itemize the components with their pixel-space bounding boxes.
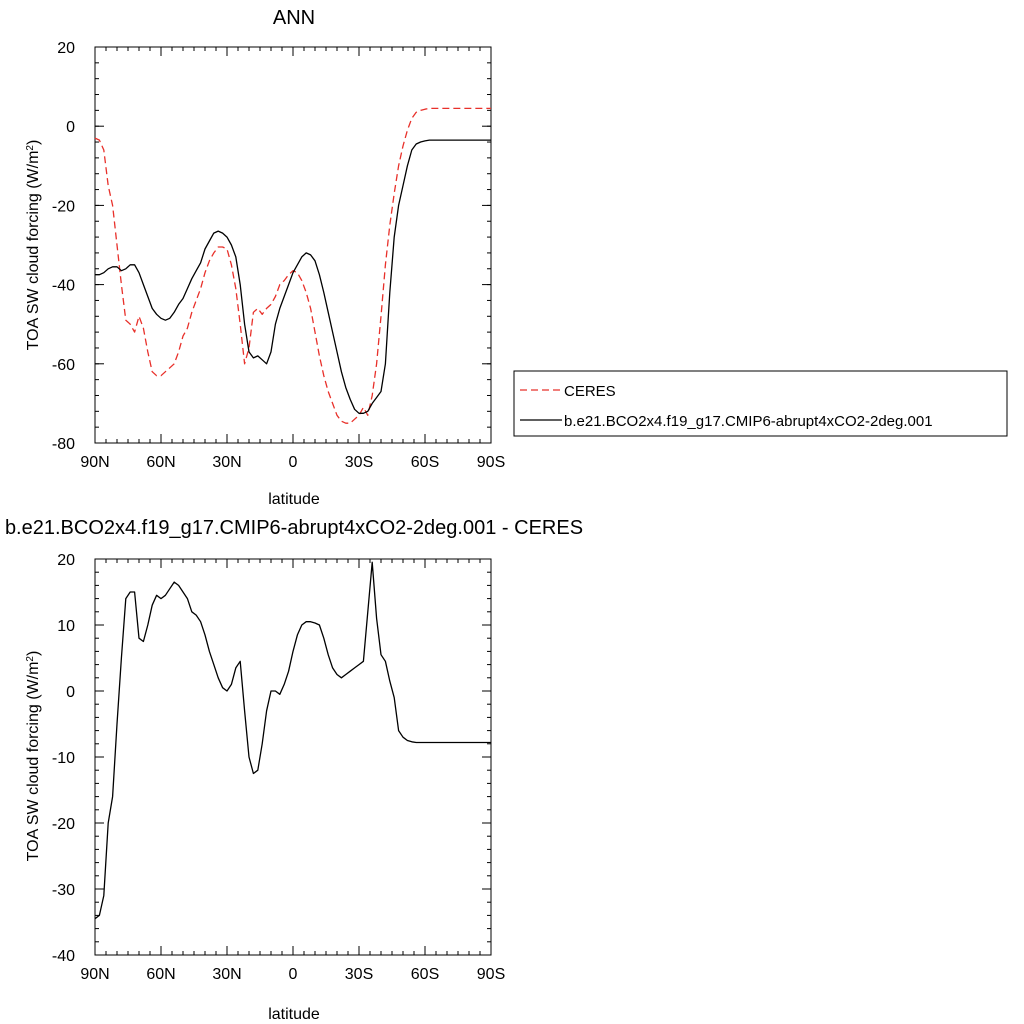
top-x-axis-label: latitude xyxy=(268,491,320,508)
top-x-tick-label: 60N xyxy=(146,454,175,471)
top-y-tick-label: -80 xyxy=(52,436,75,453)
bottom-y-tick-label: 0 xyxy=(66,684,75,701)
top-x-tick-label: 30S xyxy=(345,454,373,471)
bottom-x-tick-label: 60S xyxy=(411,966,439,983)
bottom-x-tick-label: 30S xyxy=(345,966,373,983)
top-x-tick-label: 60S xyxy=(411,454,439,471)
top-y-tick-label: 20 xyxy=(57,40,75,57)
bottom-panel: b.e21.BCO2x4.f19_g17.CMIP6-abrupt4xCO2-2… xyxy=(5,517,583,1023)
top-x-tick-label: 90N xyxy=(80,454,109,471)
bottom-plot-area: 90N 60N 30N 0 30S 60S 90S 20 10 0 -10 -20 -30 -40 xyxy=(52,552,505,983)
bottom-x-tick-label: 90N xyxy=(80,966,109,983)
bottom-x-axis-label: latitude xyxy=(268,1006,320,1023)
bottom-y-tick-label: -30 xyxy=(52,882,75,899)
top-x-tick-label: 0 xyxy=(289,454,298,471)
legend-label-model: b.e21.BCO2x4.f19_g17.CMIP6-abrupt4xCO2-2… xyxy=(564,413,933,430)
top-x-tick-label: 90S xyxy=(477,454,505,471)
bottom-plot-frame xyxy=(94,558,492,956)
top-y-tick-label: -40 xyxy=(52,278,75,295)
bottom-chart-title: b.e21.BCO2x4.f19_g17.CMIP6-abrupt4xCO2-2… xyxy=(5,517,583,539)
bottom-series-model-line xyxy=(94,561,491,920)
top-y-tick-label: -20 xyxy=(52,198,75,215)
bottom-x-tick-label: 60N xyxy=(146,966,175,983)
legend: CERES b.e21.BCO2x4.f19_g17.CMIP6-abrupt4… xyxy=(513,370,1008,437)
bottom-x-tick-label: 30N xyxy=(212,966,241,983)
top-series-model-line xyxy=(95,139,491,414)
bottom-y-tick-label: -40 xyxy=(52,948,75,965)
top-series-ceres-line xyxy=(94,107,491,424)
bottom-y-axis-label: TOA SW cloud forcing (W/m2) xyxy=(25,651,43,862)
top-y-tick-label: 0 xyxy=(66,119,75,136)
bottom-y-tick-label: -10 xyxy=(52,750,75,767)
top-y-axis-label: TOA SW cloud forcing (W/m2) xyxy=(25,140,43,351)
legend-box xyxy=(513,370,1008,437)
bottom-y-tick-label: 10 xyxy=(57,618,75,635)
top-x-tick-label: 30N xyxy=(212,454,241,471)
top-panel: ANN 90N 60N 30N 0 30S 60S 90S 20 0 -20 -40 -60 -80 l… xyxy=(25,7,506,508)
top-plot-frame xyxy=(94,46,492,444)
legend-label-ceres: CERES xyxy=(564,383,616,400)
bottom-y-tick-label: -20 xyxy=(52,816,75,833)
bottom-x-tick-label: 0 xyxy=(289,966,298,983)
bottom-y-tick-label: 20 xyxy=(57,552,75,569)
bottom-x-tick-label: 90S xyxy=(477,966,505,983)
top-y-tick-label: -60 xyxy=(52,357,75,374)
top-chart-title: ANN xyxy=(273,7,315,29)
top-plot-area: 90N 60N 30N 0 30S 60S 90S 20 0 -20 -40 -60 -80 xyxy=(52,40,505,471)
